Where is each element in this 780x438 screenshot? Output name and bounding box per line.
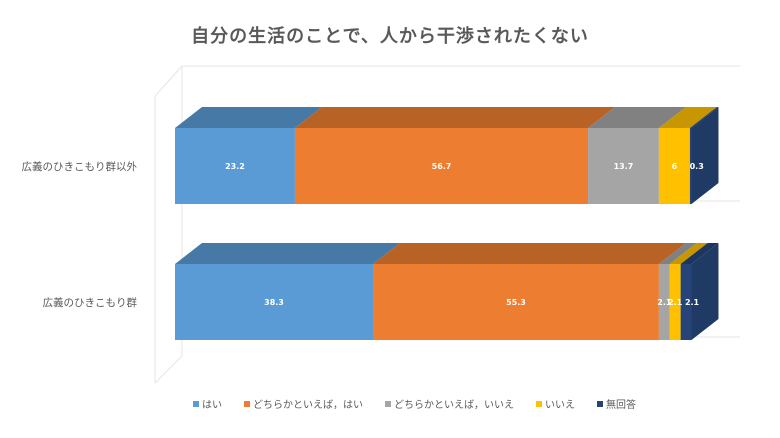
bar-side-face <box>691 107 719 204</box>
bar-front-face <box>588 128 659 204</box>
bar-front-face <box>175 264 374 340</box>
data-labels: 23.2 56.7 13.7 6 0.338.3 55.3 2.12.1 2.1 <box>225 162 704 307</box>
bar-front-face <box>680 264 692 340</box>
data-label: 2.1 <box>657 298 672 307</box>
bar-top-face <box>588 107 686 128</box>
bar-top-face <box>669 243 708 264</box>
data-label: 2.1 <box>668 298 683 307</box>
gridline <box>154 355 183 384</box>
bar-front-face <box>689 128 692 204</box>
legend-label: はい <box>202 399 222 411</box>
bar-segment <box>373 243 686 340</box>
bar-segment <box>294 107 616 204</box>
bar-segment <box>588 107 686 204</box>
legend-label: いいえ <box>545 399 575 411</box>
data-label: 0.3 <box>690 162 704 171</box>
legend-label: どちらかといえば，はい <box>253 399 363 411</box>
data-label: 13.7 <box>614 162 634 171</box>
data-label: 38.3 <box>264 298 284 307</box>
category-label: 広義のひきこもり群以外 <box>22 160 138 173</box>
data-label: 23.2 <box>225 162 245 171</box>
data-label: 56.7 <box>432 162 452 171</box>
bar-top-face <box>175 243 401 264</box>
legend-swatch <box>385 401 391 407</box>
bars <box>175 107 719 340</box>
legend-label: どちらかといえば，いいえ <box>394 399 514 411</box>
legend: はい どちらかといえば，はい どちらかといえば，いいえ いいえ 無回答 <box>193 398 636 411</box>
bar-front-face <box>373 264 659 340</box>
legend-item: どちらかといえば，いいえ <box>385 399 514 411</box>
chart-title: 自分の生活のことで、人から干渉されたくない <box>191 25 589 47</box>
legend-label: 無回答 <box>606 398 636 411</box>
data-label: 6 <box>672 162 678 171</box>
legend-swatch <box>597 401 603 407</box>
legend-swatch <box>244 401 250 407</box>
bar-front-face <box>658 264 670 340</box>
legend-item: どちらかといえば，はい <box>244 399 363 411</box>
gridline <box>154 65 183 97</box>
bar-front-face <box>658 128 690 204</box>
legend-item: いいえ <box>536 399 575 411</box>
bar-side-face <box>691 243 719 340</box>
bar-top-face <box>294 107 616 128</box>
bar-top-face <box>689 107 719 128</box>
bar-segment <box>689 107 719 204</box>
data-label: 55.3 <box>506 298 526 307</box>
bar-top-face <box>658 243 697 264</box>
legend-swatch <box>536 401 542 407</box>
category-label: 広義のひきこもり群 <box>43 296 138 309</box>
bar-top-face <box>680 243 719 264</box>
bar-front-face <box>175 128 295 204</box>
bar-top-face <box>658 107 717 128</box>
data-label: 2.1 <box>685 298 700 307</box>
bar-top-face <box>175 107 322 128</box>
bar-top-face <box>373 243 686 264</box>
bar-front-face <box>294 128 589 204</box>
bar-segment <box>175 107 322 204</box>
bar-segment <box>658 107 717 204</box>
legend-item: 無回答 <box>597 398 636 411</box>
legend-swatch <box>193 401 199 407</box>
legend-item: はい <box>193 399 222 411</box>
bar-segment <box>658 243 697 340</box>
bar-front-face <box>669 264 681 340</box>
bar-segment <box>669 243 708 340</box>
bar-segment <box>680 243 719 340</box>
bar-segment <box>175 243 401 340</box>
